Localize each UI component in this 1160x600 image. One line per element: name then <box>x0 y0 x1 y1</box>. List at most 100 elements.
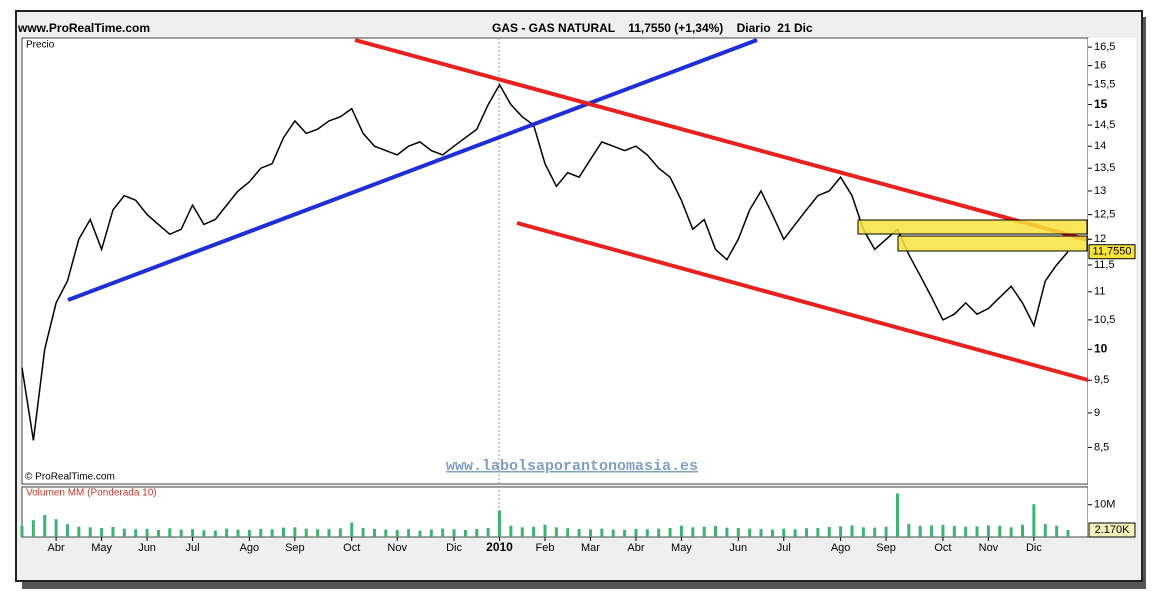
volume-bar <box>623 529 627 537</box>
y-tick-label: 15,5 <box>1094 79 1115 91</box>
volume-bar <box>43 515 47 537</box>
x-tick-label: Oct <box>343 542 360 554</box>
y-tick-label: 16 <box>1094 60 1106 72</box>
volume-bar <box>782 528 786 537</box>
volume-bar <box>952 526 956 537</box>
volume-bar <box>225 528 229 537</box>
volume-bar <box>338 528 342 537</box>
y-tick-label: 9 <box>1094 407 1100 419</box>
y-tick-label: 16,5 <box>1094 41 1115 53</box>
volume-bar <box>372 528 376 537</box>
x-tick-label: May <box>91 542 112 554</box>
volume-bar <box>247 529 251 537</box>
volume-bar <box>407 529 411 537</box>
volume-bar <box>543 524 547 537</box>
trend-line-up <box>67 38 758 302</box>
y-tick-label: 9,5 <box>1094 374 1109 386</box>
volume-bar <box>827 527 831 537</box>
volume-bar <box>77 526 81 537</box>
site-name: www.ProRealTime.com <box>17 21 150 35</box>
volume-bar <box>395 529 399 537</box>
volume-bar <box>191 529 195 537</box>
volume-bar <box>770 529 774 537</box>
x-tick-label: Jun <box>138 542 156 554</box>
x-tick-label: May <box>671 542 692 554</box>
volume-bar <box>986 525 990 537</box>
x-tick-label: Jul <box>777 542 791 554</box>
y-tick-label: 12 <box>1094 233 1106 245</box>
x-tick-label: 2010 <box>486 540 513 554</box>
plot-area <box>20 83 1070 537</box>
volume-bar <box>236 529 240 537</box>
volume-bar <box>532 526 536 537</box>
volume-bar <box>850 525 854 537</box>
y-tick-label: 10 <box>1094 341 1108 355</box>
last-value-label: 2.170K <box>1095 524 1131 536</box>
volume-bar <box>168 528 172 537</box>
volume-bar <box>1055 525 1059 537</box>
volume-bar <box>600 528 604 537</box>
volume-bar <box>839 526 843 537</box>
volume-bar <box>998 525 1002 537</box>
channel-bottom <box>516 221 1089 382</box>
watermark: www.labolsaporantonomasia.es <box>446 458 698 475</box>
x-tick-label: Dic <box>1026 542 1042 554</box>
y-tick-label: 15 <box>1094 97 1108 111</box>
volume-bar <box>475 528 479 537</box>
volume-bar <box>577 528 581 537</box>
volume-bar <box>668 527 672 537</box>
x-tick-label: Sep <box>876 542 896 554</box>
y-tick-label: 13 <box>1094 185 1106 197</box>
volume-bar <box>1009 527 1013 537</box>
volume-bar <box>65 524 69 537</box>
volume-bar <box>1021 524 1025 537</box>
x-tick-label: Ago <box>240 542 260 554</box>
y-tick-label: 11,5 <box>1094 259 1115 271</box>
y-tick-label: 14 <box>1094 140 1106 152</box>
volume-bar <box>145 528 149 537</box>
volume-bar <box>134 529 138 537</box>
volume-bar <box>20 525 24 537</box>
volume-bar <box>714 526 718 537</box>
volume-bar <box>100 527 104 537</box>
x-tick-label: Mar <box>581 542 600 554</box>
volume-bar <box>509 525 513 537</box>
volume-bar <box>725 527 729 537</box>
volume-bar <box>702 526 706 537</box>
x-tick-label: Nov <box>979 542 999 554</box>
resistance-zone <box>857 219 1088 235</box>
volume-bar <box>1043 524 1047 537</box>
volume-bar <box>350 522 354 537</box>
x-tick-label: Feb <box>536 542 555 554</box>
volume-bar <box>679 525 683 537</box>
volume-bar <box>327 528 331 537</box>
volume-bar <box>1032 504 1036 537</box>
volume-bar <box>1066 530 1070 537</box>
volume-bar <box>111 527 115 537</box>
volume-bar <box>213 530 217 537</box>
resistance-zone <box>897 235 1088 252</box>
volume-bar <box>691 527 695 537</box>
volume-bar <box>304 528 308 537</box>
x-tick-label: Ago <box>831 542 851 554</box>
y-tick-label: 11 <box>1094 286 1105 298</box>
y-tick-label: 12,5 <box>1094 209 1115 221</box>
x-tick-label: Jun <box>729 542 747 554</box>
volume-bar <box>418 530 422 537</box>
volume-bar <box>31 520 35 537</box>
volume-bar <box>736 527 740 537</box>
channel-top <box>354 38 1089 242</box>
volume-bar <box>759 528 763 537</box>
volume-bar <box>452 529 456 537</box>
volume-bar <box>259 528 263 537</box>
volume-bar <box>884 526 888 537</box>
volume-bar <box>179 529 183 537</box>
y-tick-label: 14,5 <box>1094 119 1115 131</box>
copyright: © ProRealTime.com <box>25 472 115 483</box>
volume-bar <box>907 524 911 537</box>
x-tick-label: Oct <box>934 542 951 554</box>
volume-bar <box>441 528 445 537</box>
x-tick-label: Abr <box>627 542 644 554</box>
